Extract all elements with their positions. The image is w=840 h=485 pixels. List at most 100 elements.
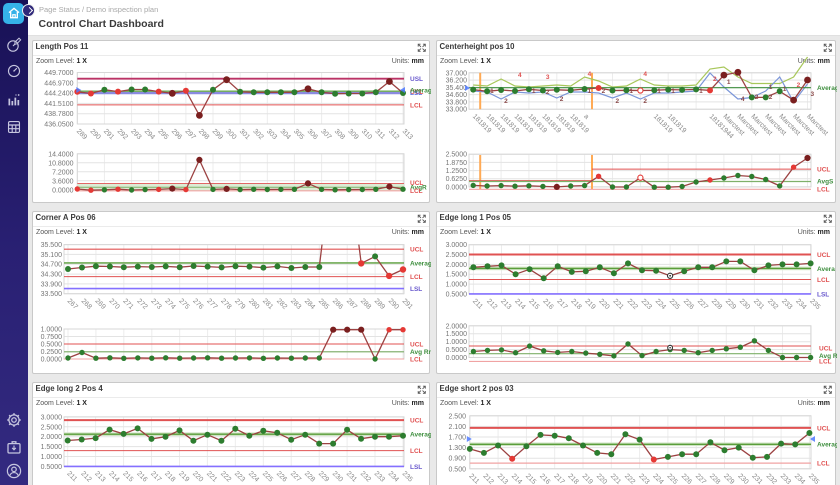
svg-text:231: 231	[345, 470, 358, 483]
svg-text:268: 268	[80, 298, 93, 311]
svg-text:LCL: LCL	[817, 186, 830, 193]
svg-text:221: 221	[609, 473, 622, 485]
svg-text:LCL: LCL	[410, 448, 423, 455]
svg-text:214: 214	[510, 473, 523, 485]
svg-text:34.600: 34.600	[446, 92, 468, 99]
svg-text:10.8000: 10.8000	[48, 160, 73, 167]
svg-text:Averag: Averag	[410, 260, 431, 267]
svg-text:309: 309	[346, 128, 359, 141]
svg-text:441.5100: 441.5100	[44, 101, 73, 108]
svg-text:275: 275	[177, 298, 190, 311]
svg-text:2: 2	[504, 98, 508, 105]
svg-text:311: 311	[373, 128, 386, 141]
svg-text:2: 2	[546, 89, 550, 96]
svg-text:217: 217	[555, 298, 568, 311]
svg-text:227: 227	[696, 298, 709, 311]
svg-text:220: 220	[191, 470, 204, 483]
svg-text:Avg R: Avg R	[819, 353, 837, 360]
svg-text:225: 225	[261, 470, 274, 483]
svg-text:LSL: LSL	[410, 286, 422, 293]
svg-text:294: 294	[143, 128, 156, 141]
svg-text:213: 213	[499, 298, 512, 311]
svg-text:228: 228	[303, 470, 316, 483]
svg-text:UCL: UCL	[817, 425, 830, 432]
svg-text:0.2500: 0.2500	[41, 349, 63, 356]
svg-text:0.0000: 0.0000	[41, 357, 63, 364]
svg-text:1.5000: 1.5000	[41, 444, 63, 451]
svg-text:0.5000: 0.5000	[41, 342, 63, 349]
svg-text:0.6250: 0.6250	[446, 176, 468, 183]
svg-text:227: 227	[289, 470, 302, 483]
svg-text:3.0000: 3.0000	[41, 414, 63, 421]
svg-text:444.2400: 444.2400	[44, 91, 73, 98]
svg-text:1.300: 1.300	[448, 445, 466, 452]
svg-text:217: 217	[149, 470, 162, 483]
svg-text:289: 289	[373, 298, 386, 311]
svg-text:284: 284	[303, 298, 316, 311]
svg-text:UCL: UCL	[410, 247, 423, 254]
svg-text:232: 232	[359, 470, 372, 483]
svg-text:37.000: 37.000	[446, 70, 468, 77]
svg-text:2: 2	[755, 94, 759, 101]
svg-text:219: 219	[177, 470, 190, 483]
svg-text:279: 279	[233, 298, 246, 311]
svg-text:33.900: 33.900	[41, 281, 63, 288]
svg-text:225: 225	[665, 473, 678, 485]
svg-text:4: 4	[741, 96, 745, 103]
svg-text:234: 234	[794, 298, 807, 311]
svg-text:0.7500: 0.7500	[41, 334, 63, 341]
svg-text:3.0000: 3.0000	[446, 242, 468, 249]
svg-text:2.0000: 2.0000	[446, 323, 468, 330]
svg-text:216: 216	[541, 298, 554, 311]
svg-text:2: 2	[602, 88, 606, 95]
svg-text:215: 215	[121, 470, 134, 483]
svg-text:a: a	[582, 113, 590, 121]
svg-text:233: 233	[780, 298, 793, 311]
svg-text:UCL: UCL	[410, 180, 423, 187]
svg-text:229: 229	[317, 470, 330, 483]
svg-text:Averag: Averag	[817, 442, 837, 449]
svg-text:14.4000: 14.4000	[48, 151, 73, 158]
svg-text:0.5000: 0.5000	[446, 291, 468, 298]
svg-text:272: 272	[135, 298, 148, 311]
svg-text:35.400: 35.400	[446, 85, 468, 92]
svg-text:297: 297	[183, 128, 196, 141]
svg-text:228: 228	[708, 473, 721, 485]
svg-text:35.100: 35.100	[41, 252, 63, 259]
svg-text:274: 274	[163, 298, 176, 311]
svg-text:221: 221	[611, 298, 624, 311]
svg-text:287: 287	[345, 298, 358, 311]
svg-text:230: 230	[331, 470, 344, 483]
svg-text:269: 269	[93, 298, 106, 311]
svg-text:271: 271	[121, 298, 134, 311]
svg-text:1: 1	[671, 88, 675, 95]
svg-text:0.5000: 0.5000	[41, 464, 63, 471]
svg-text:278: 278	[219, 298, 232, 311]
svg-text:0.500: 0.500	[448, 466, 466, 473]
svg-text:2: 2	[797, 82, 801, 89]
svg-text:3: 3	[811, 91, 815, 98]
svg-text:223: 223	[233, 470, 246, 483]
svg-text:211: 211	[471, 298, 484, 311]
svg-text:34.300: 34.300	[41, 272, 63, 279]
svg-text:0.5000: 0.5000	[446, 347, 468, 354]
svg-text:224: 224	[651, 473, 664, 485]
svg-text:229: 229	[724, 298, 737, 311]
svg-text:229: 229	[722, 473, 735, 485]
svg-text:285: 285	[317, 298, 330, 311]
svg-text:1: 1	[657, 88, 661, 95]
svg-text:299: 299	[211, 128, 224, 141]
svg-text:1: 1	[532, 88, 536, 95]
svg-text:282: 282	[275, 298, 288, 311]
svg-text:286: 286	[331, 298, 344, 311]
svg-text:Averag: Averag	[817, 85, 837, 92]
svg-text:303: 303	[265, 128, 278, 141]
svg-text:34.700: 34.700	[41, 262, 63, 269]
svg-text:LCL: LCL	[817, 461, 830, 468]
svg-text:1.5000: 1.5000	[446, 272, 468, 279]
svg-text:LCL: LCL	[817, 277, 830, 284]
svg-text:449.7000: 449.7000	[44, 70, 73, 77]
svg-text:Averag: Averag	[410, 432, 431, 439]
svg-text:270: 270	[107, 298, 120, 311]
svg-text:1.0000: 1.0000	[446, 282, 468, 289]
